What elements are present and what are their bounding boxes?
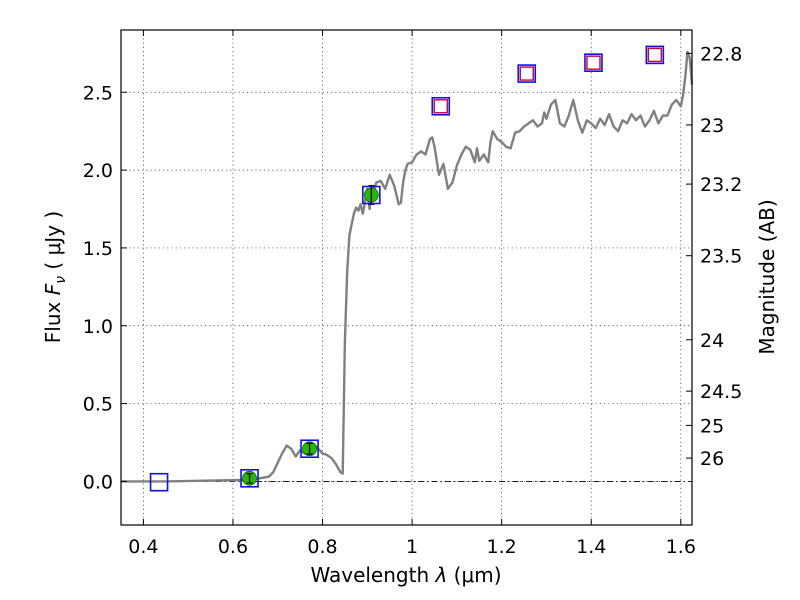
y-tick-label: 1.0 [83,316,113,338]
y2-tick-label: 26 [700,448,724,470]
y2-tick-label: 23.2 [700,174,742,196]
y2-tick-label: 22.8 [700,43,742,65]
plot-frame [120,29,693,526]
x-tick-label: 0.8 [307,536,337,558]
data-points [149,45,665,492]
y-tick-label: 2.0 [83,160,113,182]
y-tick-label: 0.0 [83,471,113,493]
y-axis-label: Flux Fν ( μJy ) [41,211,69,343]
x-tick-label: 0.6 [218,536,248,558]
model-flux-box [519,66,534,81]
model-flux-box [586,55,601,70]
observed-flux-box [149,472,169,492]
x-tick-label: 1 [406,536,418,558]
y-tick-label: 0.5 [83,394,113,416]
observed-flux-box [584,53,603,72]
model-flux-box [647,47,663,63]
y2-axis-label: Magnitude (AB) [755,199,779,354]
observed-flux-box [645,45,665,65]
observed-flux-box [517,64,537,83]
observed-flux-box [300,439,319,459]
y2-tick-label: 23 [700,115,724,137]
observed-flux-box [240,469,259,488]
x-tick-label: 1.4 [576,536,606,558]
model-spectrum-line [121,50,694,483]
y2-tick-label: 24.5 [700,381,742,403]
grid-lines [121,30,692,525]
x-tick-label: 1.6 [666,536,696,558]
x-axis-label: Wavelength λ (μm) [310,563,501,587]
tick-labels: 0.4 0.6 0.8 1 1.2 1.4 1.6 0.0 0.5 1.0 1.5 2.0 2.5 22.… [83,43,743,558]
y2-tick-label: 23.5 [700,246,742,268]
observed-flux-box [431,96,451,116]
y-tick-label: 1.5 [83,238,113,260]
y-tick-label: 2.5 [83,82,113,104]
x-tick-label: 0.4 [128,536,158,558]
model-flux-box [433,99,448,114]
y2-tick-label: 24 [700,330,724,352]
axis-ticks [121,30,692,525]
x-tick-label: 1.2 [487,536,517,558]
observed-flux-box [362,185,381,205]
y2-tick-label: 25 [700,415,724,437]
